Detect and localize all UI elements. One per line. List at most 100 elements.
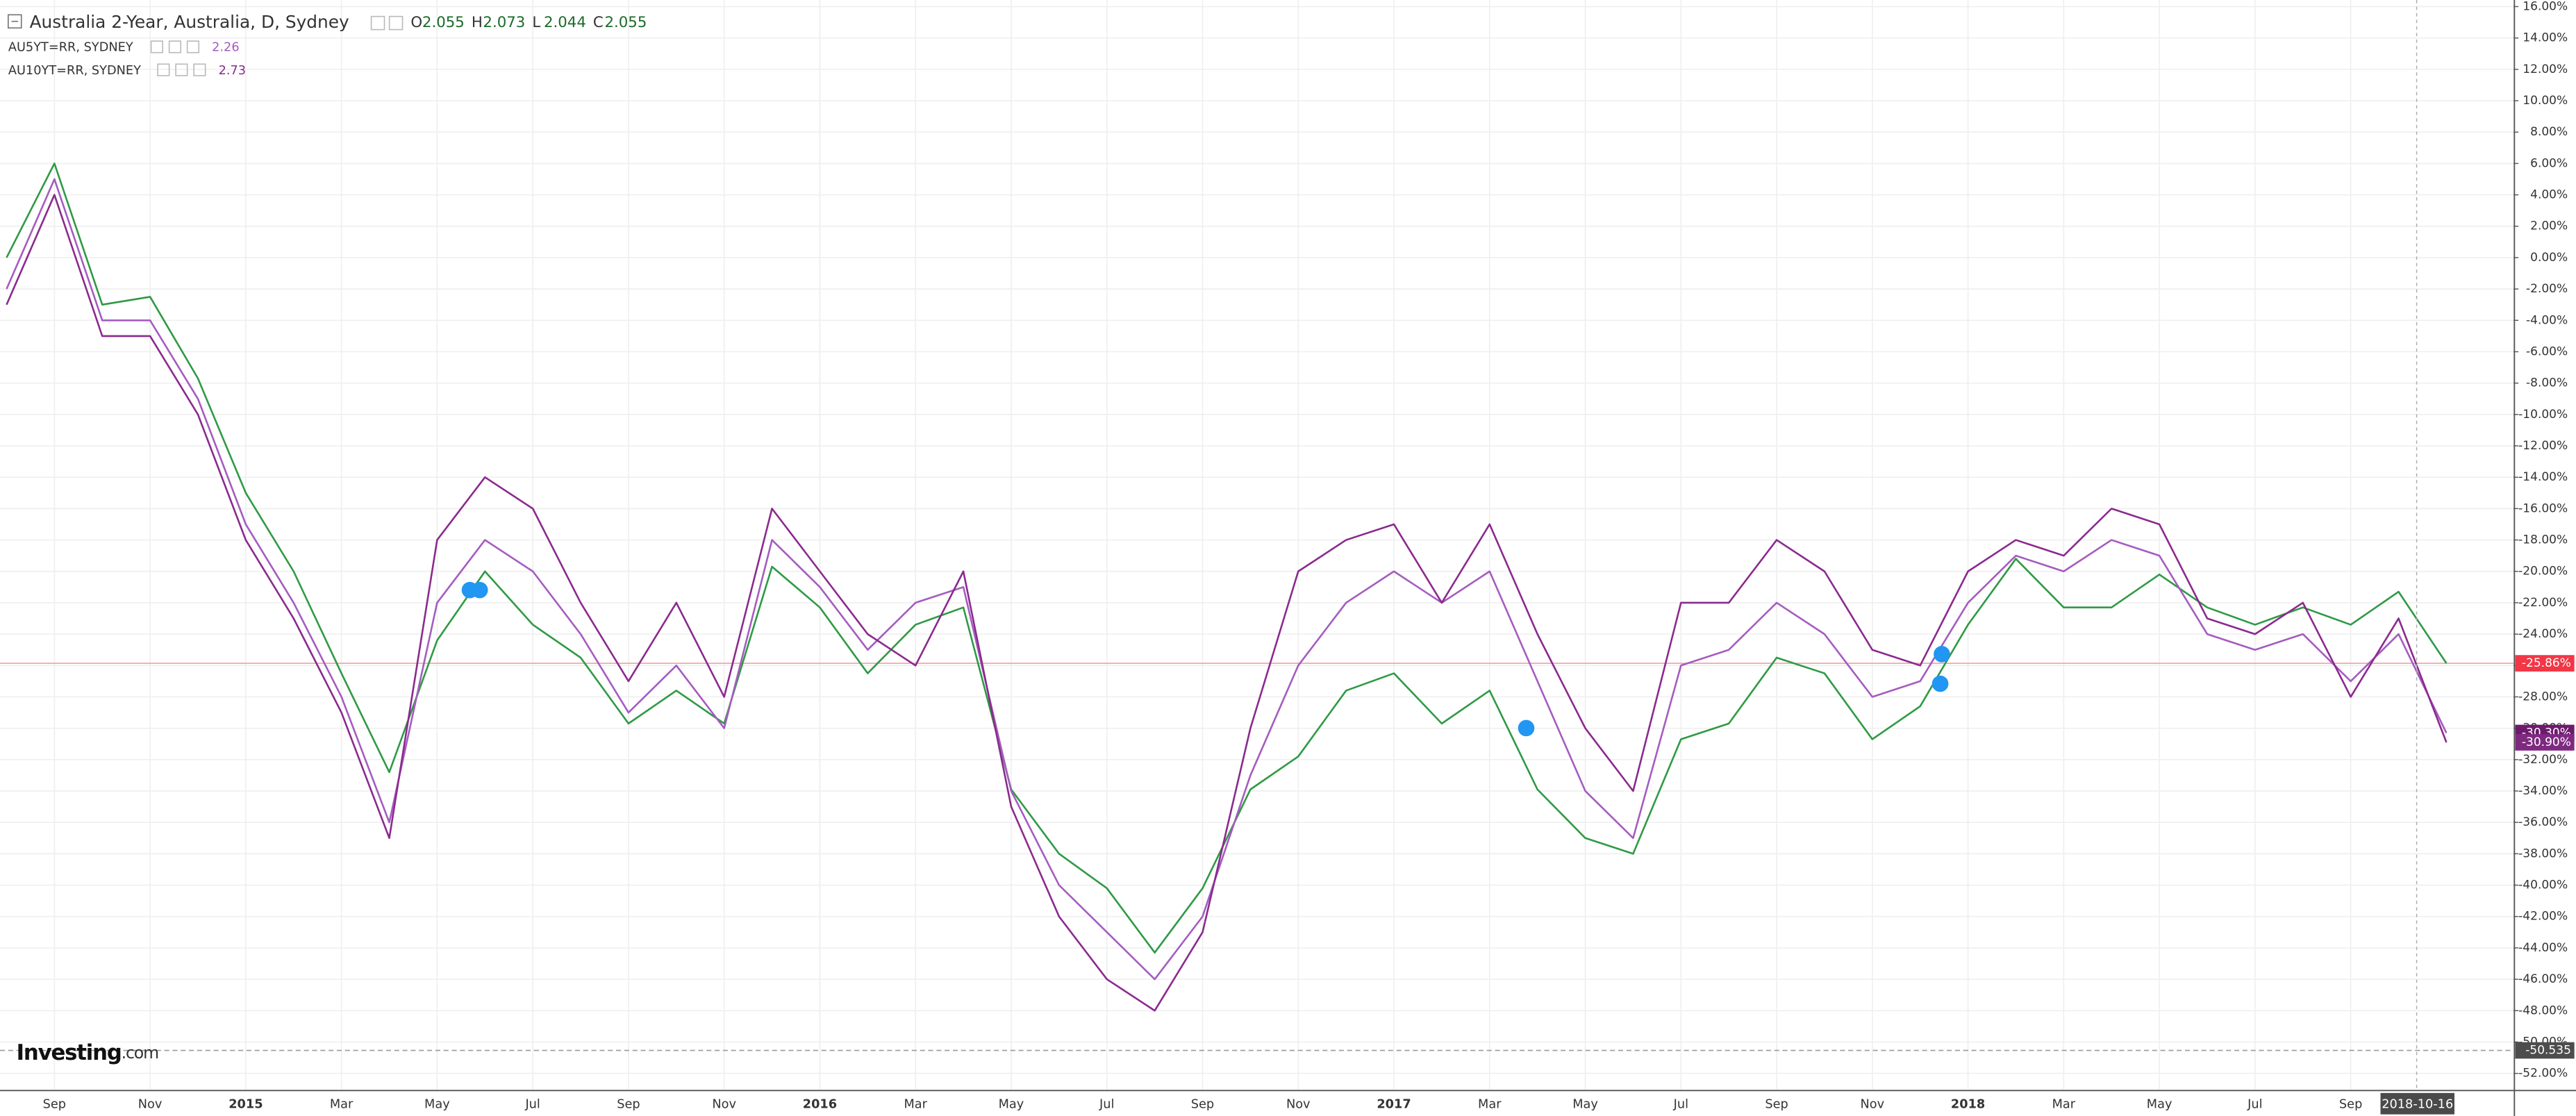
x-tick-label: Mar [2052,1097,2076,1111]
price-tag-label: -50.535 [2525,1044,2571,1058]
x-tick-label: Mar [330,1097,354,1111]
x-tick-label: May [424,1097,450,1111]
y-tick-label: 2.00% [2530,219,2568,233]
y-tick-label: 16.00% [2523,0,2568,13]
y-tick-label: -14.00% [2518,470,2568,484]
ohlc-value: 2.044 [544,14,586,31]
y-tick-label: -32.00% [2518,753,2568,767]
x-tick-label: Sep [617,1097,640,1111]
x-tick-label: Nov [1861,1097,1885,1111]
x-tick-label: May [1572,1097,1598,1111]
crosshair-label: 2018-10-16 [2382,1097,2453,1111]
y-tick-label: -4.00% [2526,313,2568,327]
y-tick-label: -24.00% [2518,627,2568,641]
y-tick-label: 12.00% [2523,63,2568,76]
ohlc-key: L [532,14,540,31]
ohlc-key: O [410,14,422,31]
y-tick-label: -40.00% [2518,878,2568,892]
legend-button[interactable] [388,15,404,31]
x-tick-label: Sep [1191,1097,1214,1111]
x-tick-label: Nov [1286,1097,1311,1111]
plot [6,163,2448,1012]
y-tick-label: -10.00% [2518,408,2568,422]
y-tick-label: -6.00% [2526,344,2568,358]
watermark-domain: .com [122,1043,158,1063]
y-tick-label: -20.00% [2518,565,2568,578]
y-tick-label: 14.00% [2523,31,2568,45]
y-tick-label: -38.00% [2518,847,2568,860]
x-tick-label: 2016 [803,1097,837,1111]
y-tick-label: -52.00% [2518,1067,2568,1081]
y-tick-label: -2.00% [2526,282,2568,296]
price-tag [2515,734,2575,751]
legend-button[interactable] [186,40,200,53]
y-tick-label: 0.00% [2530,251,2568,265]
event-marker[interactable] [1518,719,1535,737]
ohlc-value: 2.055 [422,14,465,31]
legend-button[interactable] [168,40,182,53]
series-line [6,194,2448,1012]
x-tick-label: Sep [1765,1097,1788,1111]
y-tick-label: 8.00% [2530,125,2568,139]
legend-button[interactable] [370,15,385,31]
y-tick-label: 10.00% [2523,94,2568,108]
axes: 16.00% 14.00% 12.00% 10.00% 8.00% 6.00% 4.00% 2… [43,0,2575,1111]
x-tick-label: Jul [524,1097,540,1111]
event-marker[interactable] [471,581,488,599]
event-marker[interactable] [1934,646,1950,663]
y-tick-label: 6.00% [2530,156,2568,170]
legend-last-value: 2.26 [212,41,239,55]
legend-last-value: 2.73 [219,64,246,78]
x-tick-label: Sep [2339,1097,2362,1111]
legend-series-name: AU10YT=RR, SYDNEY [8,64,141,78]
x-tick-label: Jul [1673,1097,1688,1111]
ohlc: O 2.055 H 2.073 L 2.044 C 2.055 [410,14,647,31]
ohlc-key: H [472,14,483,31]
legend-button[interactable] [157,63,170,76]
y-tick-label: 4.00% [2530,188,2568,202]
crosshair-label-box [2380,1092,2454,1115]
collapse-button[interactable] [7,14,22,29]
y-tick-label: -16.00% [2518,501,2568,515]
x-tick-label: Mar [1478,1097,1502,1111]
y-tick-label: -46.00% [2518,972,2568,986]
y-tick-label: -28.00% [2518,690,2568,703]
price-tag [2515,655,2575,672]
x-tick-label: May [999,1097,1024,1111]
legend-button[interactable] [150,40,164,53]
event-markers [461,581,1950,737]
y-tick-label: -34.00% [2518,784,2568,798]
x-tick-label: 2017 [1377,1097,1411,1111]
y-tick-label: -22.00% [2518,596,2568,610]
price-tag [2515,1042,2575,1059]
x-tick-label: Mar [904,1097,927,1111]
watermark-brand: Investing [17,1040,122,1065]
x-tick-label: Sep [43,1097,66,1111]
x-tick-label: 2015 [228,1097,263,1111]
x-tick-label: 2018 [1951,1097,1985,1111]
x-tick-label: Nov [712,1097,736,1111]
legend-button[interactable] [175,63,188,76]
watermark: Investing.com [17,1040,158,1065]
price-tag-label: -30.90% [2522,735,2571,749]
x-tick-label: Nov [138,1097,163,1111]
event-marker[interactable] [1931,675,1949,692]
y-tick-label: -18.00% [2518,533,2568,547]
ohlc-value: 2.073 [483,14,525,31]
y-tick-label: -42.00% [2518,910,2568,924]
ohlc-key: C [593,14,604,31]
x-tick-label: Jul [1099,1097,1114,1111]
y-tick-label: -36.00% [2518,815,2568,829]
x-tick-label: May [2147,1097,2172,1111]
y-tick-label: -44.00% [2518,941,2568,955]
ohlc-value: 2.055 [604,14,647,31]
price-tag-label: -25.86% [2522,656,2571,670]
series-line [6,163,2448,954]
x-tick-label: Jul [2247,1097,2262,1111]
y-tick-label: -8.00% [2526,376,2568,390]
legend: Australia 2-Year, Australia, D, Sydney O… [7,12,647,78]
legend-button[interactable] [193,63,206,76]
